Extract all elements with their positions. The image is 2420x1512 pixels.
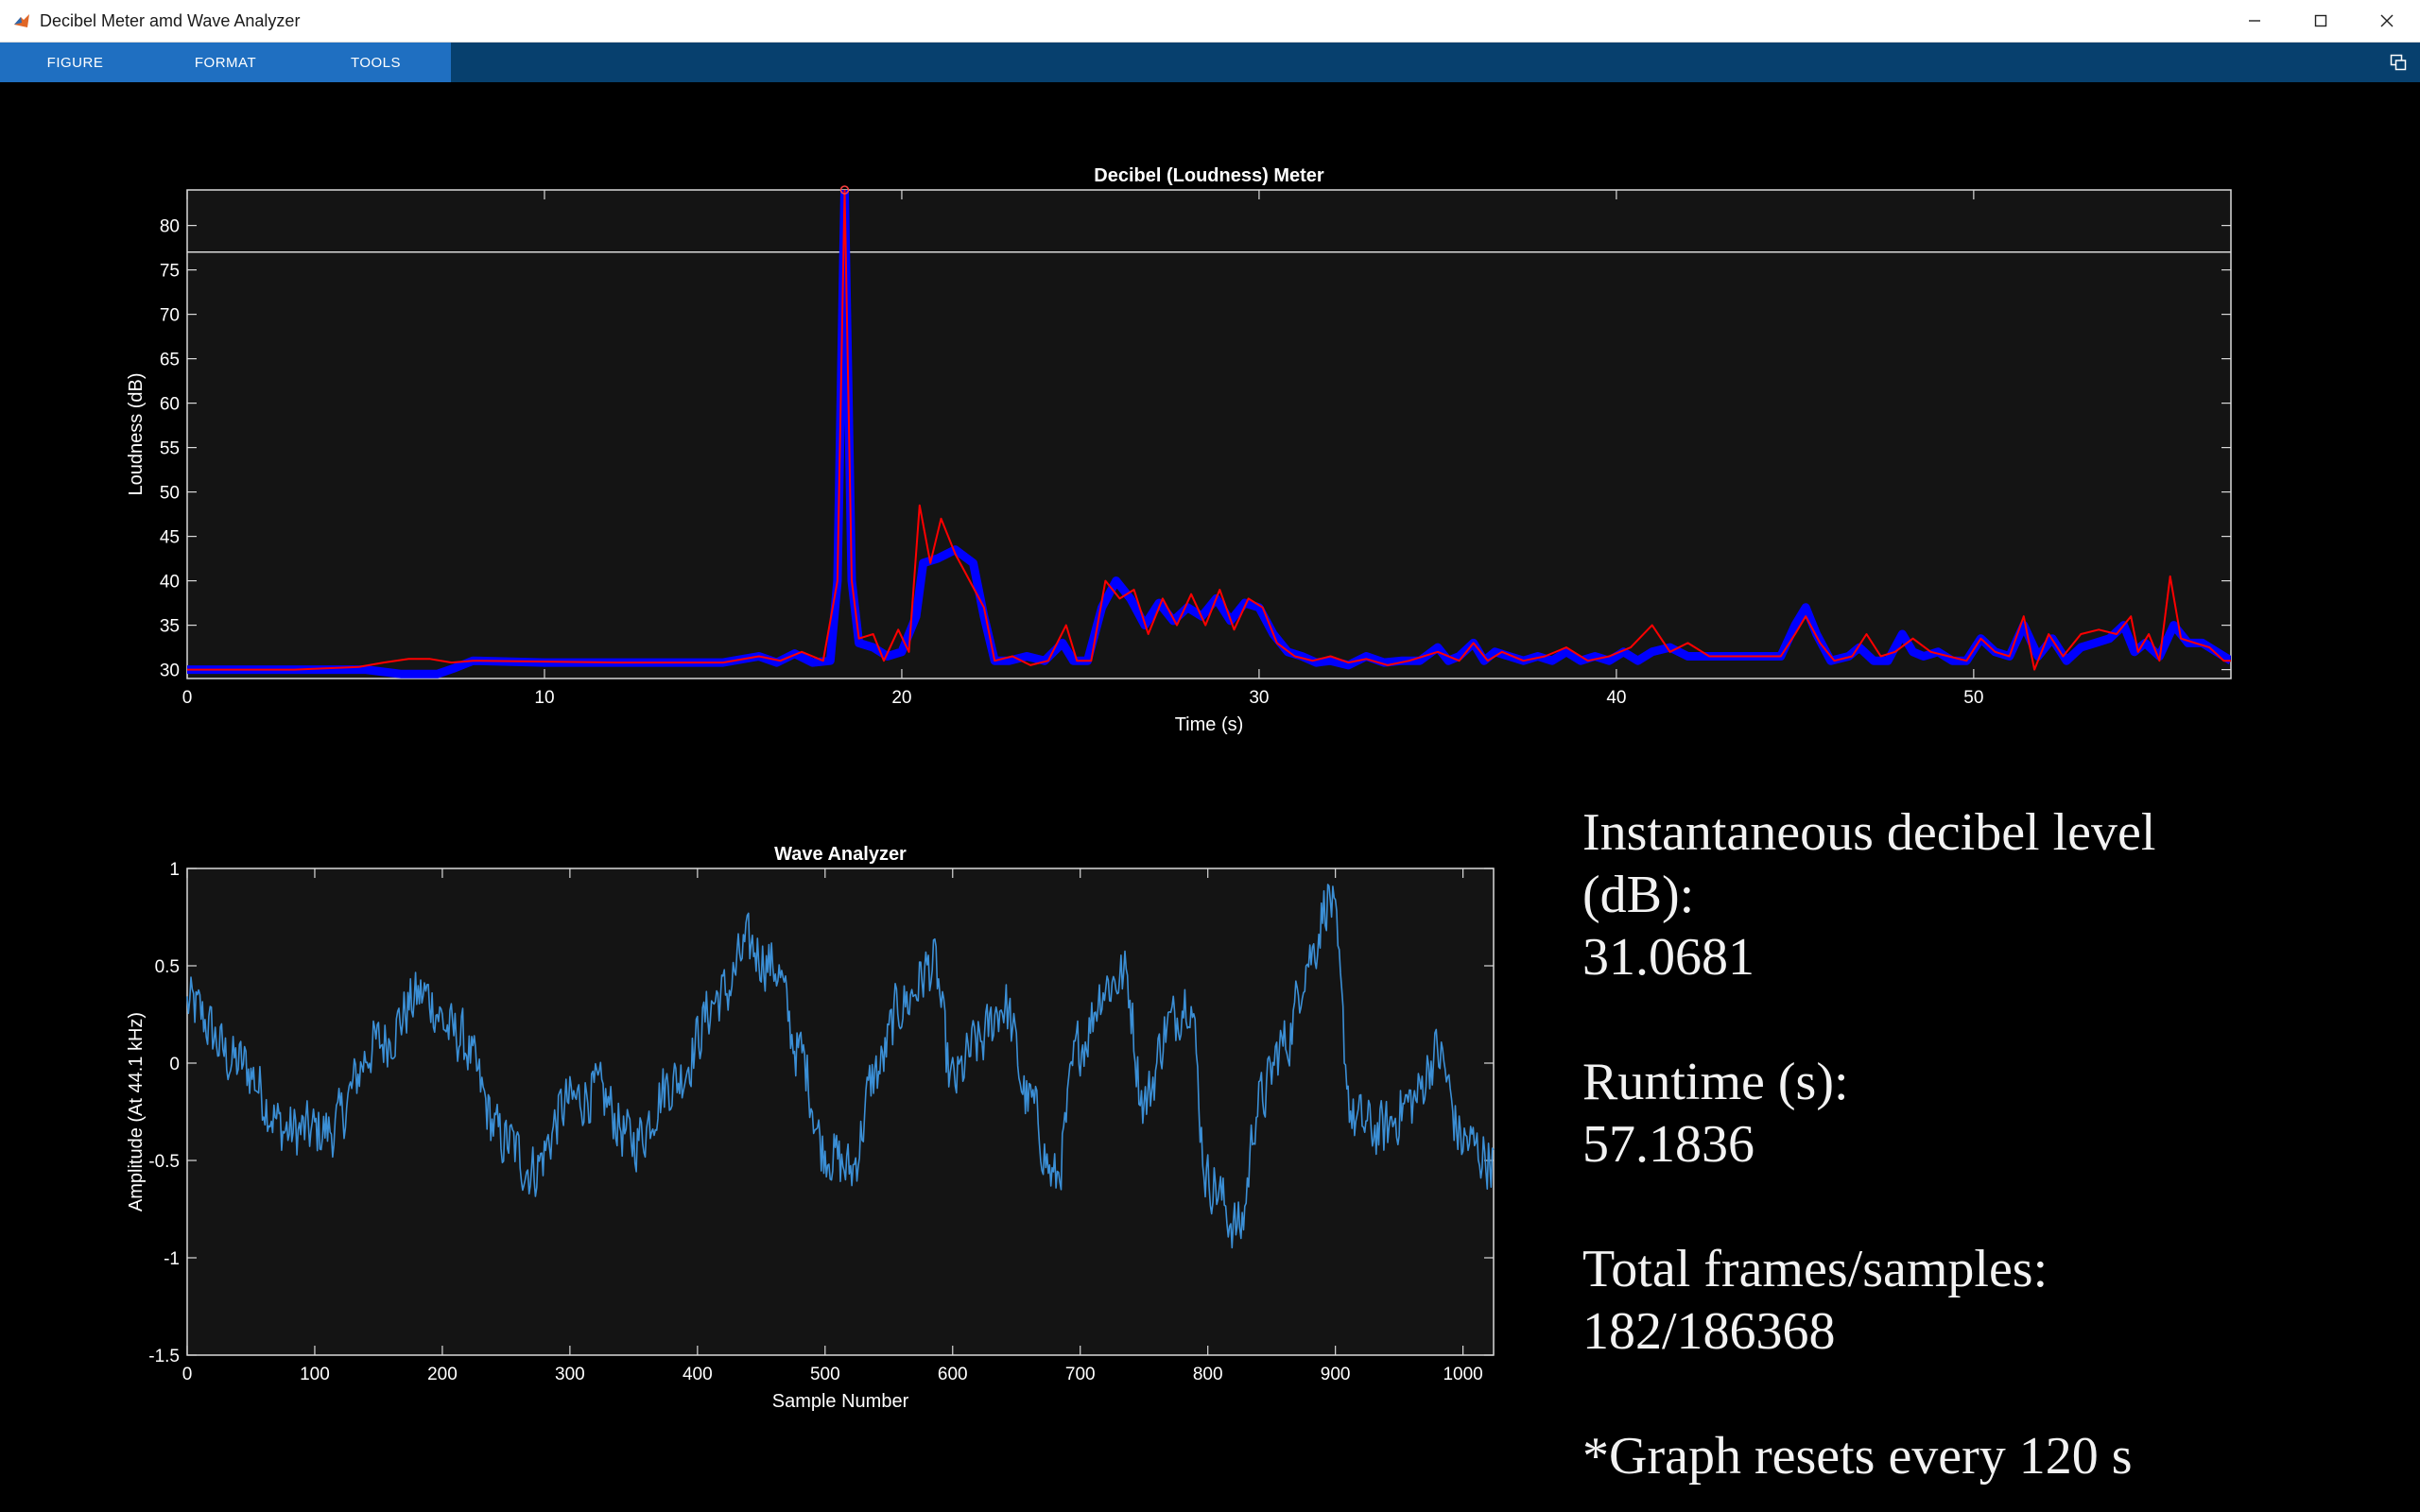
decibel-ytick-label: 75 — [160, 262, 180, 282]
decibel-ylabel: Loudness (dB) — [126, 372, 147, 495]
tab-figure[interactable]: FIGURE — [46, 54, 104, 71]
wave-xtick-label: 800 — [1193, 1365, 1223, 1384]
decibel-ytick-label: 55 — [160, 439, 180, 459]
decibel-ytick-label: 40 — [160, 573, 180, 593]
matlab-icon — [11, 10, 32, 31]
decibel-ytick-label: 65 — [160, 351, 180, 370]
wave-xtick-label: 0 — [182, 1365, 193, 1384]
wave-ytick-label: -0.5 — [148, 1152, 180, 1172]
db-label: Instantaneous decibel level — [1582, 803, 2156, 862]
tab-tools[interactable]: TOOLS — [350, 54, 402, 71]
decibel-ytick-label: 50 — [160, 484, 180, 504]
wave-ytick-label: 0.5 — [155, 957, 180, 977]
decibel-ytick-label: 30 — [160, 662, 180, 681]
frames-label: Total frames/samples: — [1582, 1240, 2048, 1298]
decibel-xtick-label: 50 — [1963, 688, 1983, 708]
decibel-xtick-label: 10 — [534, 688, 554, 708]
decibel-series-instantaneous — [187, 190, 2231, 671]
decibel-ytick-label: 80 — [160, 217, 180, 237]
readout-panel: Instantaneous decibel level (dB): 31.068… — [1582, 801, 2395, 1487]
wave-series — [186, 884, 1495, 1249]
undock-icon[interactable] — [2390, 54, 2407, 71]
decibel-xtick-label: 30 — [1249, 688, 1269, 708]
figure-toolstrip: FIGURE FORMAT TOOLS — [0, 43, 2420, 82]
wave-xtick-label: 200 — [427, 1365, 458, 1384]
decibel-ytick-label: 45 — [160, 528, 180, 548]
wave-xtick-label: 300 — [555, 1365, 585, 1384]
decibel-ytick-label: 60 — [160, 395, 180, 415]
wave-xtick-label: 600 — [938, 1365, 968, 1384]
db-label-unit: (dB): — [1582, 866, 1695, 924]
decibel-xtick-label: 20 — [891, 688, 911, 708]
maximize-button[interactable] — [2288, 0, 2354, 42]
wave-xtick-label: 400 — [683, 1365, 713, 1384]
wave-xtick-label: 500 — [810, 1365, 840, 1384]
wave-xlabel: Sample Number — [772, 1391, 909, 1412]
decibel-ytick-label: 35 — [160, 617, 180, 637]
wave-title: Wave Analyzer — [774, 844, 907, 865]
wave-ytick-label: 0 — [169, 1055, 180, 1074]
minimize-icon — [2249, 20, 2260, 22]
runtime-value: 57.1836 — [1582, 1115, 1754, 1174]
wave-ylabel: Amplitude (At 44.1 kHz) — [126, 1012, 147, 1211]
close-icon — [2380, 14, 2394, 27]
close-button[interactable] — [2354, 0, 2420, 42]
decibel-xtick-label: 0 — [182, 688, 193, 708]
frames-value: 182/186368 — [1582, 1302, 1836, 1361]
wave-ytick-label: 1 — [169, 860, 180, 880]
decibel-xlabel: Time (s) — [1175, 714, 1244, 735]
decibel-title: Decibel (Loudness) Meter — [1094, 165, 1324, 186]
decibel-axes-box — [186, 189, 2232, 679]
peak-marker — [839, 185, 850, 195]
decibel-xtick-label: 40 — [1606, 688, 1626, 708]
wave-xtick-label: 900 — [1321, 1365, 1351, 1384]
window-title: Decibel Meter amd Wave Analyzer — [40, 10, 301, 30]
tab-format[interactable]: FORMAT — [194, 54, 257, 71]
reset-note: *Graph resets every 120 s — [1582, 1427, 2133, 1486]
wave-xtick-label: 1000 — [1443, 1365, 1482, 1384]
wave-ytick-label: -1 — [164, 1249, 180, 1269]
window-controls — [2221, 0, 2420, 42]
maximize-icon — [2314, 14, 2327, 27]
wave-axes-box — [186, 868, 1495, 1356]
toolstrip-tabs: FIGURE FORMAT TOOLS — [0, 43, 451, 82]
wave-ytick-label: -1.5 — [148, 1347, 180, 1366]
runtime-label: Runtime (s): — [1582, 1053, 1849, 1111]
wave-xtick-label: 100 — [300, 1365, 330, 1384]
window-titlebar: Decibel Meter amd Wave Analyzer — [0, 0, 2420, 43]
minimize-button[interactable] — [2221, 0, 2288, 42]
decibel-ytick-label: 70 — [160, 306, 180, 326]
wave-xtick-label: 700 — [1065, 1365, 1096, 1384]
db-value: 31.0681 — [1582, 928, 1754, 987]
